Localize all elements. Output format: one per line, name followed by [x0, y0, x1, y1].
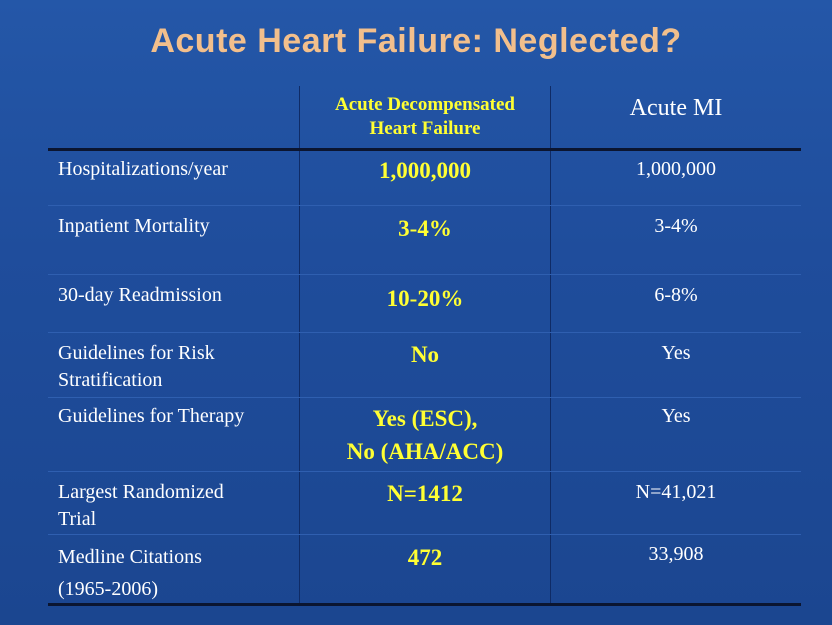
row-label: Medline Citations (1965-2006): [58, 541, 298, 605]
mi-value: 33,908: [648, 543, 704, 565]
mi-value: N=41,021: [635, 481, 717, 503]
row-label: Guidelines for Risk Stratification: [58, 340, 298, 394]
adhf-value: 10-20%: [386, 286, 464, 311]
column-divider-1: [299, 86, 300, 606]
bottom-rule: [48, 603, 801, 606]
row-divider: [48, 205, 801, 206]
adhf-value: 1,000,000: [379, 158, 471, 183]
row-label-line1: Guidelines for Therapy: [58, 405, 245, 427]
row-label-line1: Inpatient Mortality: [58, 215, 210, 237]
row-label: 30-day Readmission: [58, 282, 298, 309]
column-header-adhf-line2: Heart Failure: [369, 118, 481, 139]
row-label-line1: Hospitalizations/year: [58, 158, 228, 180]
row-divider: [48, 397, 801, 398]
slide-title: Acute Heart Failure: Neglected?: [150, 22, 682, 60]
mi-value: 6-8%: [654, 284, 698, 306]
row-label: Guidelines for Therapy: [58, 403, 298, 430]
header-rule: [48, 148, 801, 151]
row-label: Inpatient Mortality: [58, 213, 298, 240]
adhf-value: Yes (ESC), No (AHA/ACC): [300, 402, 550, 468]
row-label: Hospitalizations/year: [58, 156, 298, 183]
column-divider-2: [550, 86, 551, 606]
row-divider: [48, 332, 801, 333]
adhf-value: 472: [407, 545, 443, 570]
row-label-line1: Guidelines for Risk: [58, 342, 215, 364]
adhf-value-line1: Yes (ESC),: [372, 406, 478, 431]
row-label: Largest Randomized Trial: [58, 479, 298, 533]
row-divider: [48, 534, 801, 535]
row-divider: [48, 471, 801, 472]
adhf-value: 3-4%: [398, 216, 452, 241]
adhf-value: No: [410, 342, 440, 367]
row-label-line1: Medline Citations: [58, 546, 202, 568]
row-divider: [48, 274, 801, 275]
column-header-adhf: Acute Decompensated Heart Failure: [300, 93, 550, 141]
mi-value: Yes: [661, 405, 691, 427]
row-label-line2: Trial: [58, 508, 97, 530]
row-label-line1: Largest Randomized: [58, 481, 224, 503]
column-header-adhf-line1: Acute Decompensated: [335, 94, 515, 115]
adhf-value: N=1412: [387, 481, 463, 506]
row-label-line1: 30-day Readmission: [58, 284, 222, 306]
row-label-line2: (1965-2006): [58, 578, 158, 600]
row-label-line2: Stratification: [58, 369, 163, 391]
column-header-mi: Acute MI: [629, 95, 723, 121]
mi-value: Yes: [661, 342, 691, 364]
mi-value: 1,000,000: [636, 158, 716, 180]
mi-value: 3-4%: [654, 215, 698, 237]
adhf-value-line2: No (AHA/ACC): [346, 439, 504, 464]
